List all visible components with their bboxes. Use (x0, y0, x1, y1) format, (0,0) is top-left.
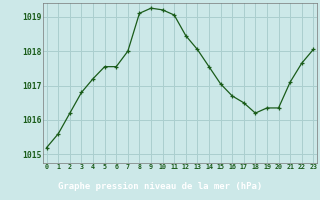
Text: Graphe pression niveau de la mer (hPa): Graphe pression niveau de la mer (hPa) (58, 182, 262, 191)
